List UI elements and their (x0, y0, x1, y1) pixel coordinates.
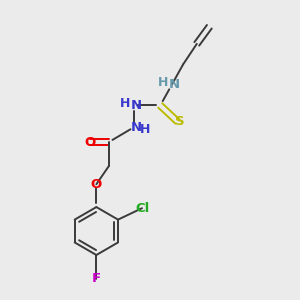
Text: O: O (84, 136, 95, 148)
Text: H: H (120, 97, 130, 110)
Text: N: N (131, 99, 142, 112)
Text: O: O (91, 178, 102, 191)
Text: H: H (140, 123, 151, 136)
Text: Cl: Cl (135, 202, 149, 215)
Text: N: N (169, 78, 180, 92)
Text: S: S (175, 115, 185, 128)
Text: F: F (92, 272, 101, 286)
Text: N: N (131, 121, 142, 134)
Text: H: H (158, 76, 168, 89)
